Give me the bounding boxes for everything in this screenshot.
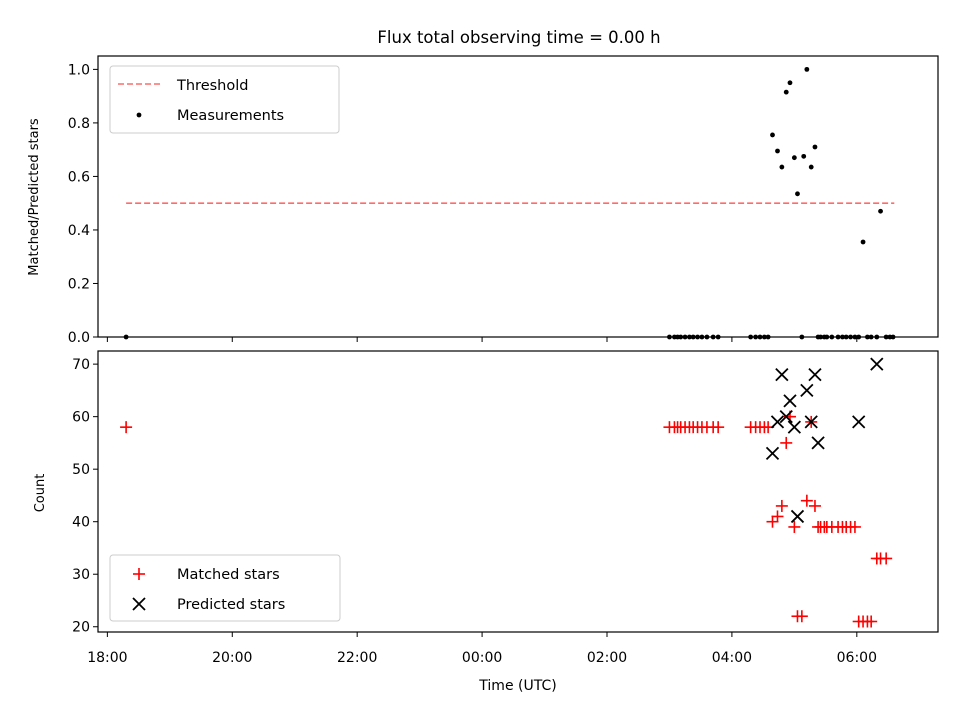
top-y-axis: 0.0 0.2 0.4 0.6 0.8 1.0 <box>68 62 98 346</box>
measurement-point <box>795 191 800 197</box>
predicted-star-marker <box>787 420 801 434</box>
predicted-star-marker <box>775 367 789 382</box>
matched-stars-legend-swatch <box>133 568 145 580</box>
bottom-y-tick-label: 40 <box>72 515 90 531</box>
top-y-axis-label: Matched/Predicted stars <box>27 118 42 276</box>
predicted-star-marker <box>808 367 822 382</box>
predicted-star-marker <box>779 410 793 424</box>
top-panel: 0.0 0.2 0.4 0.6 0.8 1.0 Matched/Predicted sta… <box>27 55 939 346</box>
bottom-x-axis: 18:00 20:00 22:00 00:00 02:00 04:00 06:00 <box>87 632 877 666</box>
measurement-point <box>779 164 785 170</box>
measurement-point <box>791 155 797 161</box>
bottom-x-tick-label: 06:00 <box>837 650 877 666</box>
predicted-stars-legend-swatch <box>132 597 146 611</box>
predicted-star-marker <box>811 436 825 450</box>
bottom-y-axis: 20 30 40 50 60 70 <box>72 357 98 636</box>
predicted-star-marker <box>852 415 866 429</box>
matched-star-marker <box>800 494 813 507</box>
bottom-x-tick-label: 18:00 <box>87 650 127 666</box>
top-x-ticks <box>106 337 858 342</box>
matched-star-marker <box>795 610 808 623</box>
matched-star-marker <box>808 499 821 512</box>
measurement-point <box>808 164 814 170</box>
matched-star-marker <box>775 499 788 512</box>
predicted-star-marker <box>800 383 814 398</box>
measurement-point <box>812 144 818 150</box>
bottom-y-tick-label: 20 <box>72 620 90 636</box>
top-y-tick-label: 0.6 <box>68 169 90 185</box>
top-legend: Threshold Measurements <box>109 65 340 134</box>
bottom-x-tick-label: 00:00 <box>462 650 502 666</box>
predicted-star-marker <box>790 509 805 524</box>
matched-star-marker <box>120 421 133 434</box>
top-y-tick-label: 1.0 <box>68 62 90 78</box>
measurement-point <box>787 80 793 86</box>
predicted-stars-legend-label: Predicted stars <box>177 597 285 613</box>
measurement-point <box>804 66 810 72</box>
matched-star-marker <box>780 436 793 449</box>
predicted-star-marker <box>765 446 780 461</box>
measurement-point <box>783 89 789 95</box>
top-y-tick-label: 0.0 <box>68 330 90 346</box>
matched-star-marker <box>865 615 878 628</box>
bottom-axes-frame <box>97 350 939 633</box>
predicted-star-marker <box>783 394 797 408</box>
measurements-legend-label: Measurements <box>177 108 284 124</box>
measurement-point <box>878 208 883 214</box>
bottom-x-tick-label: 22:00 <box>337 650 377 666</box>
matched-star-marker <box>848 520 861 533</box>
bottom-panel: 20 30 40 50 60 70 18:00 20:00 22:00 00:00 02:00 04… <box>33 350 939 694</box>
bottom-y-tick-label: 30 <box>72 567 90 583</box>
bottom-y-tick-label: 60 <box>72 410 90 426</box>
bottom-x-tick-label: 04:00 <box>712 650 752 666</box>
matched-star-marker <box>766 515 779 528</box>
top-legend-box <box>109 65 340 134</box>
measurement-point <box>801 153 807 159</box>
bottom-x-tick-label: 20:00 <box>212 650 252 666</box>
matched-star-marker <box>712 421 725 434</box>
matched-stars-legend-label: Matched stars <box>177 567 280 583</box>
measurement-point <box>860 239 866 245</box>
predicted-star-marker <box>770 415 785 429</box>
bottom-y-tick-label: 50 <box>72 462 90 478</box>
predicted-star-marker <box>870 357 884 371</box>
measurements-legend-swatch <box>136 112 142 118</box>
predicted-star-marker <box>804 415 818 429</box>
top-axes-frame <box>97 55 939 338</box>
top-y-tick-label: 0.8 <box>68 116 90 132</box>
threshold-legend-label: Threshold <box>176 78 248 94</box>
matched-star-marker <box>880 552 893 565</box>
matched-star-marker <box>771 510 784 523</box>
bottom-marks <box>120 357 893 628</box>
x-axis-label: Time (UTC) <box>478 678 556 694</box>
top-y-tick-label: 0.2 <box>68 276 90 292</box>
matched-star-marker <box>788 520 801 533</box>
bottom-x-tick-label: 02:00 <box>587 650 627 666</box>
bottom-y-tick-label: 70 <box>72 357 90 373</box>
measurement-point <box>770 132 775 138</box>
bottom-legend-box <box>109 554 341 622</box>
chart-title: Flux total observing time = 0.00 h <box>377 28 660 47</box>
top-y-tick-label: 0.4 <box>68 223 90 239</box>
bottom-y-axis-label: Count <box>33 474 48 513</box>
bottom-legend: Matched stars Predicted stars <box>109 554 341 622</box>
measurement-point <box>775 148 780 154</box>
